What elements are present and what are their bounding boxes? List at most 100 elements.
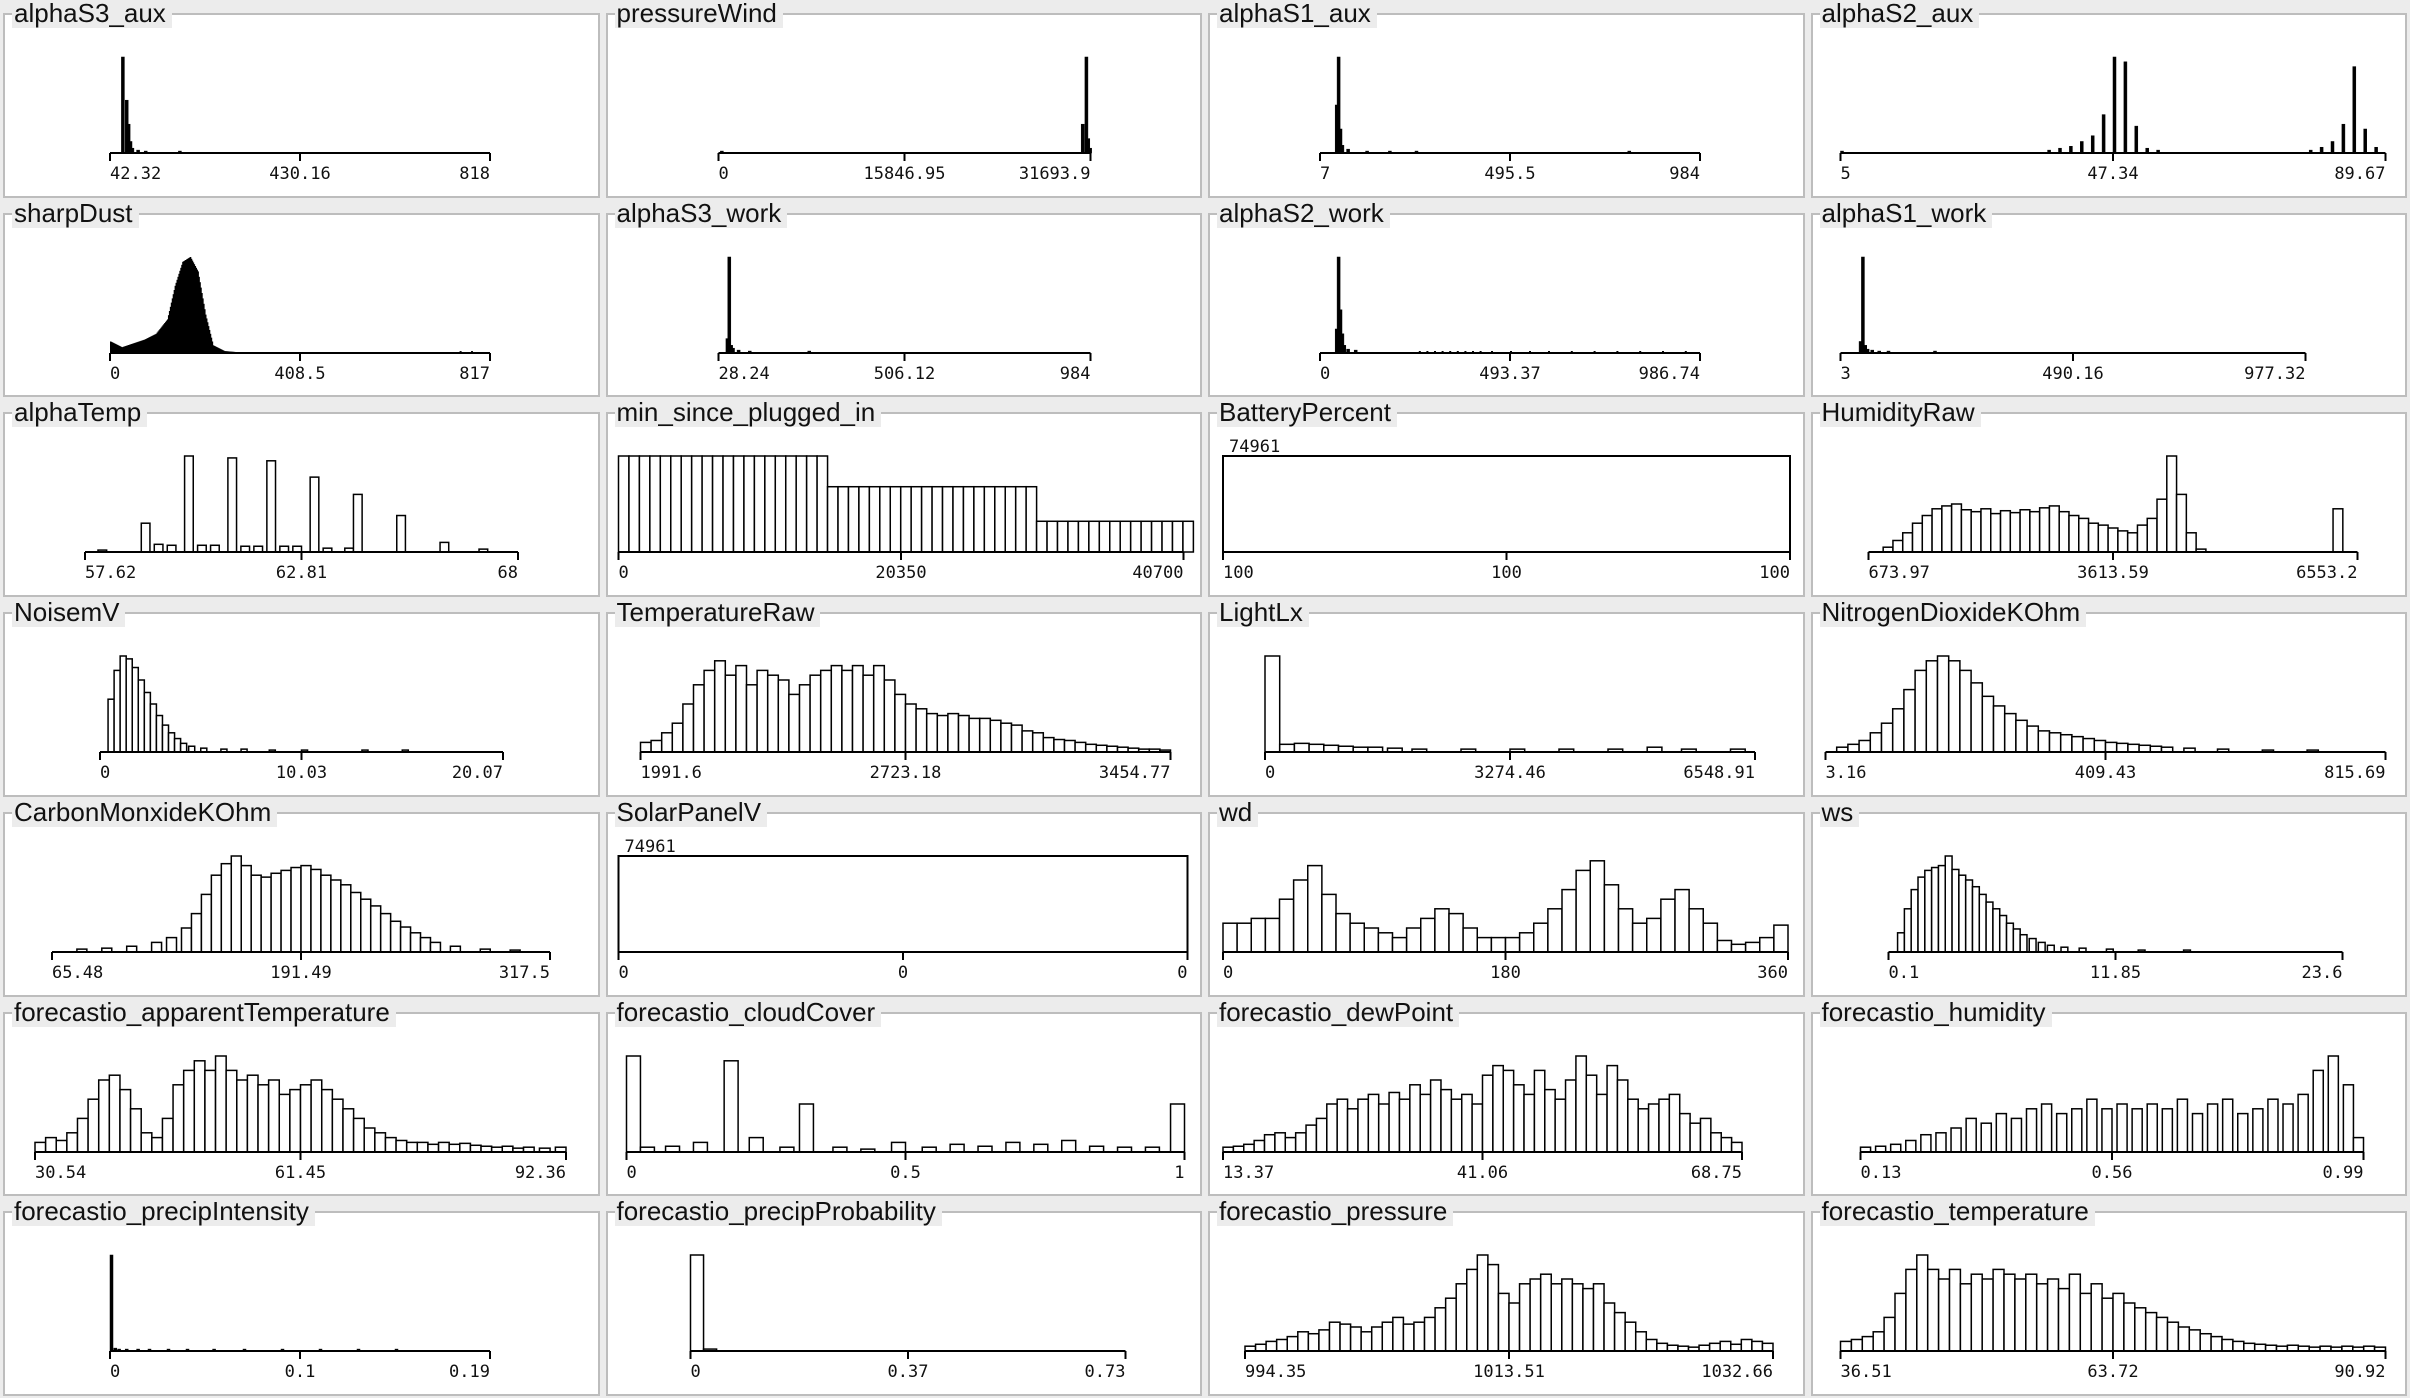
histogram-chart: 0 20350 40700 xyxy=(617,455,1194,583)
histogram-bar xyxy=(149,336,152,353)
x-tick-label: 506.12 xyxy=(873,364,934,384)
histogram-bar xyxy=(196,269,198,353)
histogram-bar xyxy=(123,346,125,353)
histogram-bar xyxy=(1971,885,1980,953)
histogram-chart: 0 10.03 20.07 xyxy=(99,655,504,783)
histogram-bar xyxy=(815,455,828,554)
histogram-bar xyxy=(2134,125,2138,154)
histogram-bar xyxy=(2165,455,2177,554)
histogram-bar xyxy=(2079,141,2084,154)
x-tick-label: 673.97 xyxy=(1868,563,1929,583)
histogram-bar xyxy=(2130,1107,2143,1153)
histogram-bar xyxy=(121,346,123,353)
histogram-bar xyxy=(638,455,651,554)
histogram-bar xyxy=(951,486,964,554)
histogram-bar xyxy=(2166,1321,2179,1353)
histogram-bar xyxy=(363,1126,376,1153)
histogram-bar xyxy=(202,298,204,353)
histogram-panel: alphaS1_aux 7 495.5 984 xyxy=(1205,0,1808,198)
histogram-bar xyxy=(2097,524,2109,554)
histogram-bar xyxy=(350,891,362,953)
histogram-bar xyxy=(1984,901,1994,953)
histogram-bar xyxy=(2024,1273,2037,1353)
histogram-bar xyxy=(110,341,112,353)
histogram-bar xyxy=(183,260,185,353)
histogram-bar xyxy=(1339,1323,1352,1353)
x-tick-label: 0.19 xyxy=(449,1362,490,1382)
histogram-bar xyxy=(310,868,322,953)
histogram-bar xyxy=(1930,508,1943,554)
histogram-bar xyxy=(220,862,233,953)
histogram-bar xyxy=(215,346,217,353)
x-tick-label: 986.74 xyxy=(1639,364,1700,384)
x-tick-label: 409.43 xyxy=(2074,763,2135,783)
histogram-bar xyxy=(1080,123,1084,154)
histogram-bar xyxy=(2155,1316,2168,1353)
histogram-bar xyxy=(1398,1098,1411,1153)
histogram-bar xyxy=(1066,520,1079,554)
histogram-bar xyxy=(1645,1339,1658,1353)
histogram-bar xyxy=(2085,1098,2098,1153)
histogram-bar xyxy=(218,347,220,353)
histogram-bar xyxy=(1550,1283,1563,1353)
histogram-bar xyxy=(702,669,715,753)
x-tick-label: 1032.66 xyxy=(1701,1362,1773,1382)
histogram-bar xyxy=(1561,888,1577,953)
histogram-bar xyxy=(2341,123,2345,154)
histogram-bar xyxy=(352,1117,365,1153)
histogram-bar xyxy=(125,658,133,753)
x-tick-label: 0 xyxy=(110,1362,120,1382)
histogram-bar xyxy=(34,1141,47,1153)
histogram-bar xyxy=(819,669,832,753)
panel-title: TemperatureRaw xyxy=(614,597,821,628)
histogram-bar xyxy=(1958,669,1972,753)
histogram-bar xyxy=(1045,520,1058,554)
histogram-bar xyxy=(1118,520,1131,554)
histogram-chart: 7 495.5 984 xyxy=(1319,56,1701,184)
histogram-bar xyxy=(145,338,147,353)
histogram-bar xyxy=(2115,1102,2128,1153)
histogram-bar xyxy=(753,455,766,554)
histogram-bar xyxy=(2123,61,2127,154)
histogram-bar xyxy=(1077,520,1090,554)
histogram-bar xyxy=(925,712,938,753)
histogram-bar xyxy=(143,691,152,753)
histogram-bar xyxy=(396,515,407,554)
histogram-bar xyxy=(1589,859,1606,953)
panel-title: LightLx xyxy=(1217,597,1309,628)
histogram-bar xyxy=(1708,1342,1721,1353)
histogram-panel: BatteryPercent 74961 100 100 100 xyxy=(1205,397,1808,598)
histogram-bar xyxy=(2221,1098,2233,1153)
histogram-bar xyxy=(2253,1343,2266,1353)
histogram-bar xyxy=(119,1088,132,1153)
histogram-bar xyxy=(748,1136,764,1153)
histogram-chart: 994.35 1013.51 1032.66 xyxy=(1244,1254,1774,1382)
histogram-bar xyxy=(2220,1339,2234,1353)
histogram-bar xyxy=(141,340,143,353)
histogram-bar xyxy=(138,341,140,353)
histogram-bar xyxy=(1603,1302,1616,1353)
histogram-bar xyxy=(129,1107,142,1153)
histogram-bar xyxy=(2155,498,2168,554)
histogram-bar xyxy=(1720,1136,1733,1153)
histogram-bar xyxy=(2048,732,2061,753)
histogram-bar xyxy=(320,874,332,953)
histogram-bar xyxy=(1297,1331,1310,1353)
histogram-bar xyxy=(429,941,442,953)
histogram-bar xyxy=(448,1143,461,1153)
histogram-bar xyxy=(194,265,197,353)
histogram-bar xyxy=(2236,1112,2249,1153)
histogram-bar xyxy=(148,337,150,353)
histogram-bar xyxy=(1585,1074,1598,1153)
histogram-bar xyxy=(989,719,1002,753)
histogram-bar xyxy=(1668,1093,1681,1153)
histogram-bar xyxy=(962,486,975,554)
histogram-bar xyxy=(1440,1088,1453,1153)
histogram-bar xyxy=(427,1143,440,1153)
histogram-bar xyxy=(1326,1102,1338,1153)
histogram-bar xyxy=(166,544,177,554)
histogram-bar xyxy=(76,1117,89,1153)
histogram-chart: 74961 0 0 0 xyxy=(617,837,1188,983)
histogram-bar xyxy=(135,342,138,353)
histogram-bar xyxy=(1634,1331,1648,1353)
